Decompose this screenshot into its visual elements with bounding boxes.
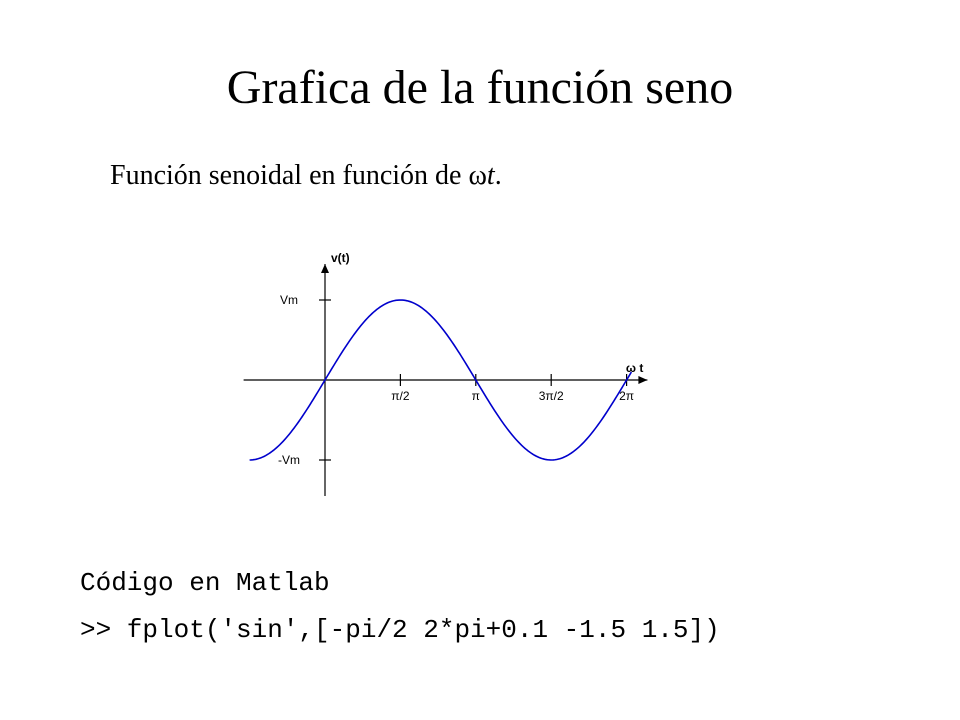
code-block: Código en Matlab >> fplot('sin',[-pi/2 2… — [80, 560, 720, 654]
svg-text:π/2: π/2 — [391, 389, 410, 403]
svg-text:-Vm: -Vm — [278, 453, 300, 467]
page-title: Grafica de la función seno — [0, 60, 960, 115]
svg-text:v(t): v(t) — [331, 251, 350, 265]
subtitle-t: t — [487, 160, 495, 191]
svg-text:3π/2: 3π/2 — [539, 389, 564, 403]
sine-chart: v(t) ω t π/2 π 3π/2 2π Vm -Vm — [240, 240, 720, 520]
svg-text:π: π — [472, 389, 480, 403]
slide: Grafica de la función seno Función senoi… — [0, 0, 960, 720]
svg-text:ω t: ω t — [626, 361, 643, 375]
sine-chart-svg: v(t) ω t π/2 π 3π/2 2π Vm -Vm — [240, 240, 720, 520]
svg-text:Vm: Vm — [280, 293, 298, 307]
subtitle: Función senoidal en función de ωt. — [110, 160, 502, 192]
subtitle-omega: ω — [468, 160, 486, 191]
subtitle-suffix: . — [495, 160, 502, 191]
svg-text:2π: 2π — [619, 389, 634, 403]
code-label: Código en Matlab — [80, 568, 330, 598]
code-line: >> fplot('sin',[-pi/2 2*pi+0.1 -1.5 1.5]… — [80, 615, 720, 645]
subtitle-text: Función senoidal en función de — [110, 160, 468, 191]
